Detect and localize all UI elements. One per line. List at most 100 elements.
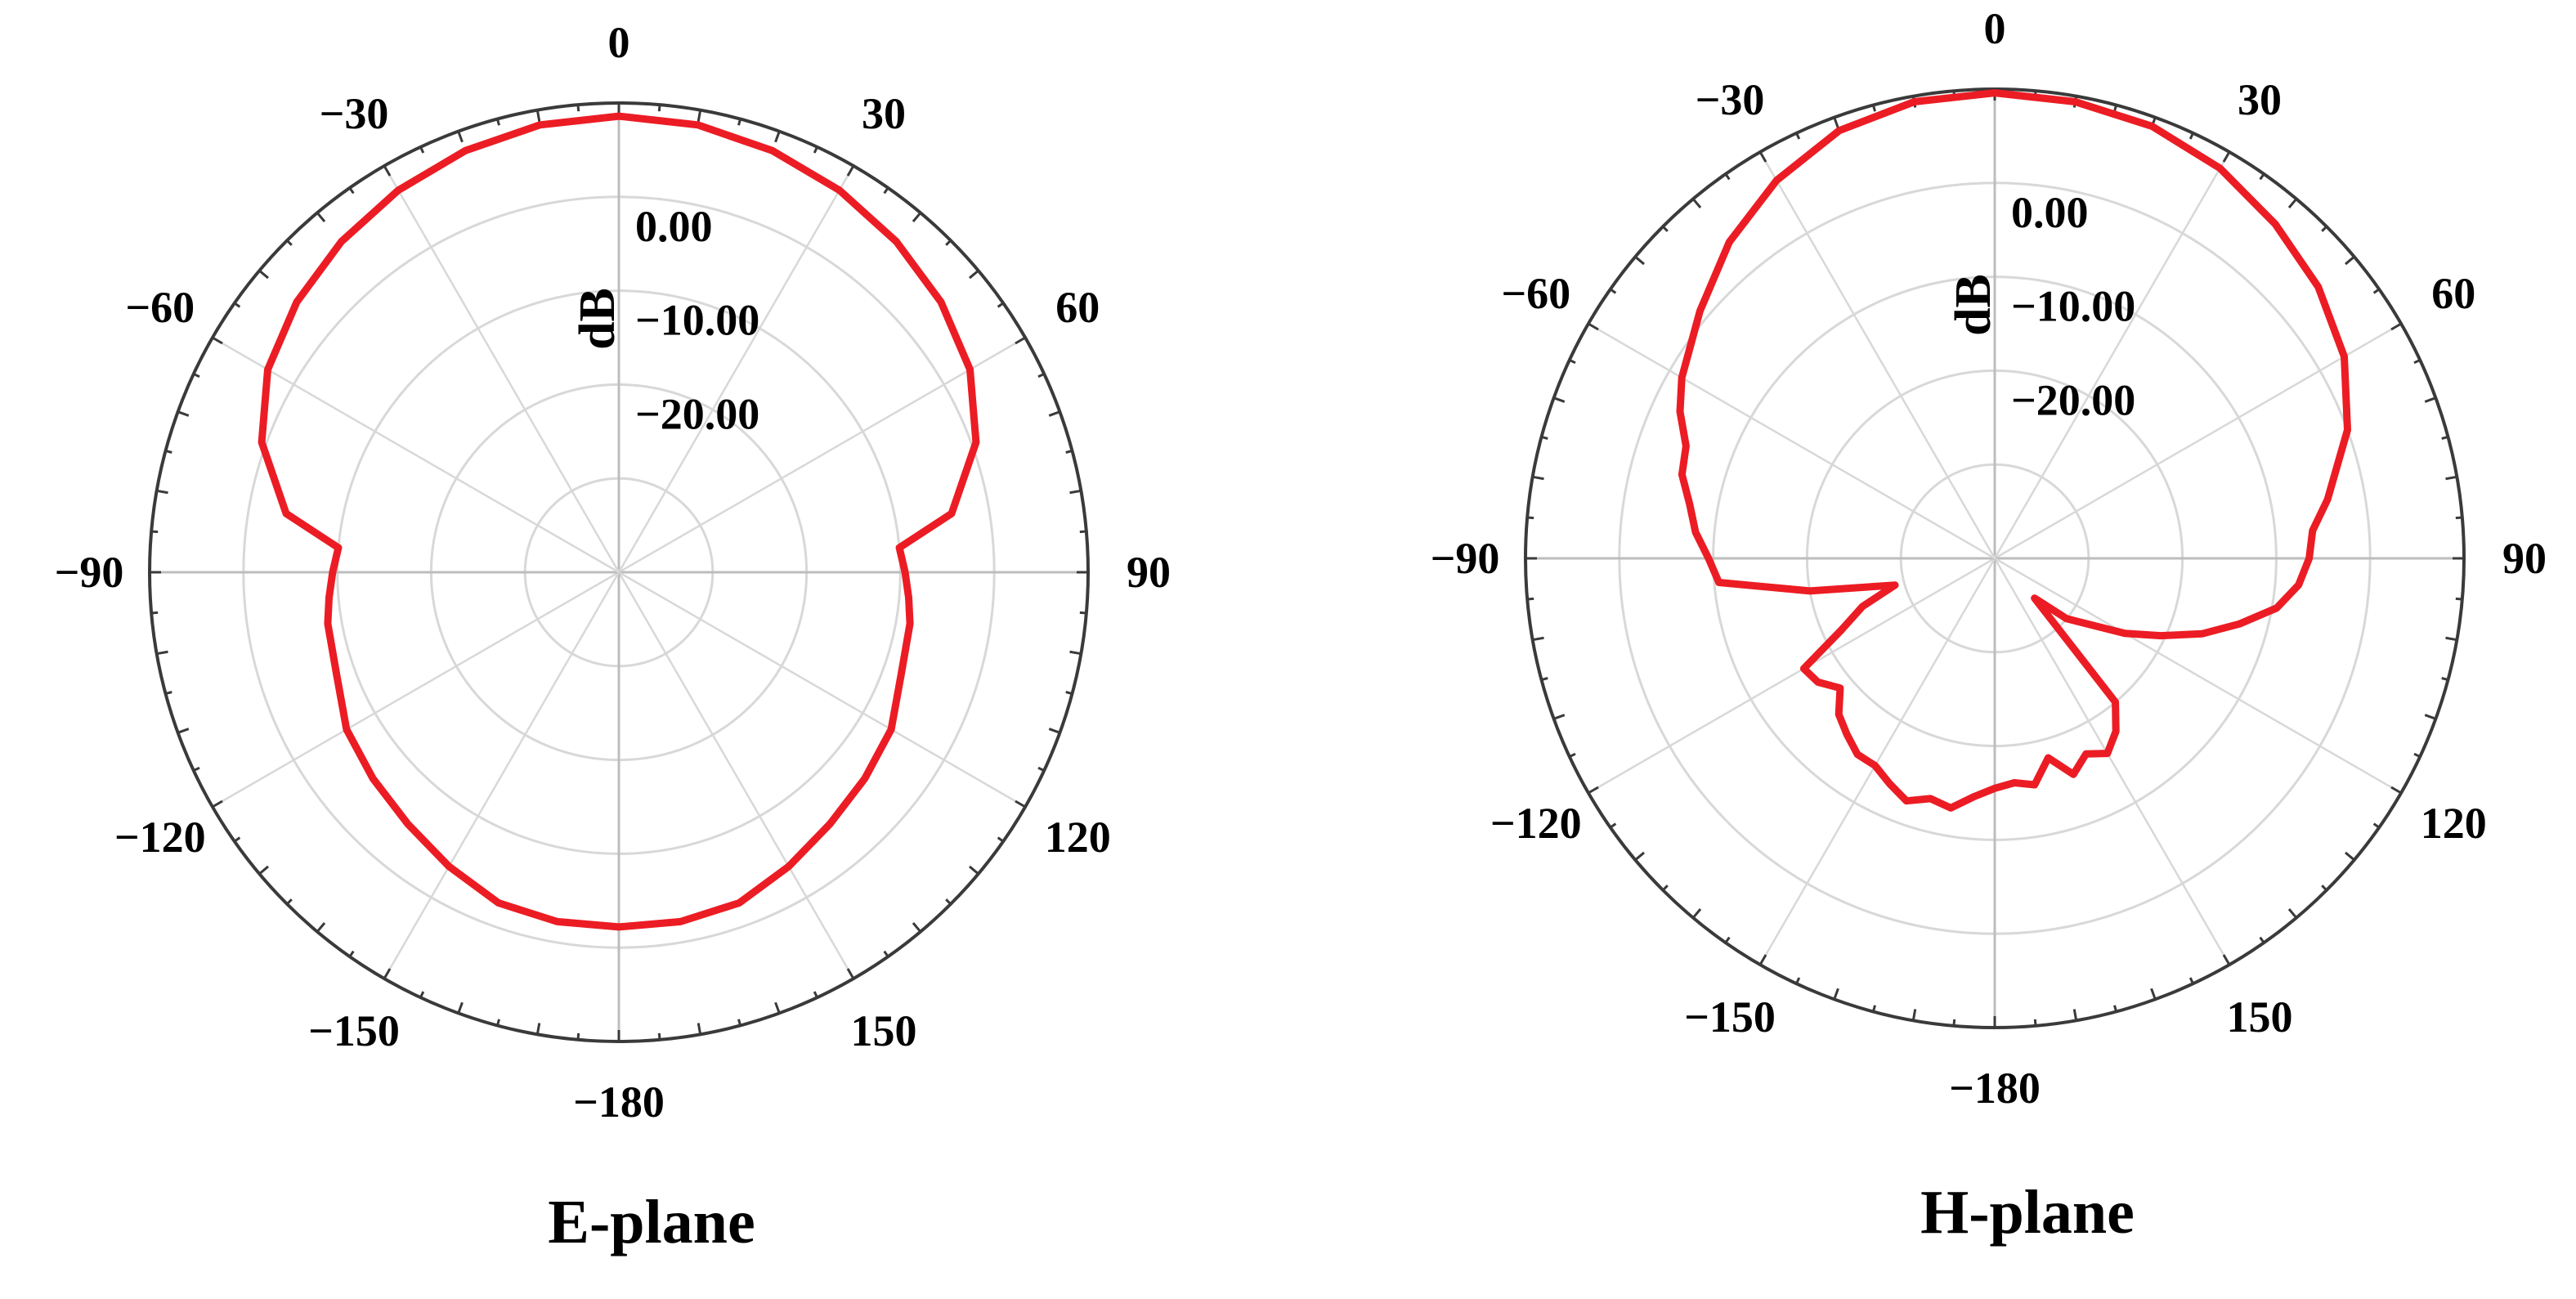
angle-tick-mark xyxy=(348,950,355,958)
angle-tick-mark xyxy=(2441,677,2448,682)
angle-tick-mark xyxy=(1795,977,1801,984)
angle-tick-mark xyxy=(2072,1009,2078,1021)
angle-tick-mark xyxy=(165,449,172,454)
grid-spoke xyxy=(1588,557,1996,795)
angle-tick-mark xyxy=(457,1001,464,1014)
angle-tick-mark xyxy=(316,212,326,222)
radiation-pattern-line xyxy=(1676,89,2351,812)
angle-tick-mark xyxy=(1015,336,1026,345)
angle-tick-mark xyxy=(286,898,293,905)
angle-tick-label-m150: −150 xyxy=(1684,992,1776,1041)
angle-tick-mark xyxy=(1079,611,1086,615)
angle-tick-mark xyxy=(193,766,200,772)
angle-tick-label-30: 30 xyxy=(862,89,906,138)
angle-tick-mark xyxy=(1037,766,1045,772)
angle-tick-mark xyxy=(212,336,223,345)
angle-tick-mark xyxy=(1952,1019,1956,1026)
angle-tick-mark xyxy=(697,110,702,122)
angle-tick-mark xyxy=(2445,636,2457,642)
angle-tick-label-m90: −90 xyxy=(55,548,124,597)
angle-tick-mark xyxy=(1833,117,1839,129)
grid-spoke xyxy=(383,571,620,979)
angle-tick-mark xyxy=(2345,255,2355,266)
angle-tick-mark xyxy=(657,1032,661,1040)
angle-tick-mark xyxy=(2424,714,2436,720)
h-plane-polar-chart: 0 30 60 90 120 150 −180 −150 −120 −90 −60 −30 0.00 −1… xyxy=(1431,4,2547,1247)
angle-tick-mark xyxy=(2113,1005,2118,1012)
angle-tick-mark xyxy=(2455,516,2462,520)
angle-tick-label-m120: −120 xyxy=(1490,799,1582,848)
angle-tick-mark xyxy=(657,105,661,112)
angle-tick-label-90: 90 xyxy=(2502,534,2547,583)
angle-tick-mark xyxy=(883,950,889,958)
angle-tick-mark xyxy=(1691,908,1702,919)
angle-tick-mark xyxy=(969,865,979,876)
angle-tick-mark xyxy=(576,1032,580,1040)
angle-tick-mark xyxy=(2188,977,2194,984)
angle-tick-mark xyxy=(2259,172,2265,181)
angle-tick-mark xyxy=(945,240,952,246)
angle-tick-mark xyxy=(912,212,922,222)
grid-spoke xyxy=(1993,558,2231,965)
angle-tick-mark xyxy=(1588,322,1599,331)
angle-tick-mark xyxy=(969,269,979,280)
radial-tick-label: −20.00 xyxy=(2011,375,2135,424)
angle-tick-mark xyxy=(846,165,855,177)
angle-tick-mark xyxy=(1724,172,1731,181)
angle-tick-mark xyxy=(495,1019,500,1026)
angle-tick-mark xyxy=(813,991,818,998)
angle-tick-mark xyxy=(697,1023,702,1035)
angle-tick-mark xyxy=(1758,954,1767,965)
angle-tick-mark xyxy=(737,1019,742,1026)
radial-tick-label: 0.00 xyxy=(2011,188,2089,237)
angle-tick-mark xyxy=(2287,198,2298,208)
angle-tick-mark xyxy=(1609,822,1617,829)
angle-tick-mark xyxy=(2113,105,2118,112)
grid-spoke xyxy=(1588,322,1996,560)
angle-tick-mark xyxy=(1069,489,1082,495)
panel-caption: H-plane xyxy=(1920,1178,2135,1247)
unit-label: dB xyxy=(1946,274,2001,336)
angle-tick-mark xyxy=(2390,322,2402,331)
angle-tick-mark xyxy=(1048,410,1060,417)
angle-tick-mark xyxy=(2372,288,2381,294)
angle-tick-mark xyxy=(535,1023,541,1035)
angle-tick-mark xyxy=(576,105,580,112)
angle-tick-mark xyxy=(1065,449,1073,454)
angle-tick-mark xyxy=(1015,800,1026,809)
angle-tick-mark xyxy=(1532,636,1544,642)
angle-tick-label-m60: −60 xyxy=(125,283,195,332)
grid-spoke xyxy=(383,165,620,573)
angle-tick-mark xyxy=(457,131,464,143)
angle-tick-mark xyxy=(258,865,269,876)
angle-tick-mark xyxy=(2345,851,2355,862)
angle-tick-mark xyxy=(1541,435,1548,440)
angle-tick-mark xyxy=(1833,988,1839,1000)
angle-tick-mark xyxy=(1634,851,1645,862)
angle-tick-mark xyxy=(997,302,1005,308)
angle-tick-mark xyxy=(258,269,269,280)
grid-spoke xyxy=(1994,322,2402,560)
angle-tick-mark xyxy=(2413,359,2421,365)
angle-tick-mark xyxy=(177,728,190,734)
angle-tick-label-120: 120 xyxy=(1045,813,1111,862)
angle-tick-label-m30: −30 xyxy=(1696,75,1765,124)
angle-tick-label-m180: −180 xyxy=(1949,1064,2041,1113)
angle-tick-label-m180: −180 xyxy=(573,1077,665,1127)
angle-tick-mark xyxy=(883,186,889,195)
angle-tick-mark xyxy=(2445,475,2457,481)
angle-tick-mark xyxy=(2390,786,2402,795)
angle-tick-mark xyxy=(2321,885,2327,891)
angle-tick-mark xyxy=(1569,752,1576,758)
angle-tick-label-m30: −30 xyxy=(320,89,389,138)
angle-tick-mark xyxy=(1553,714,1566,720)
e-plane-polar-chart: 0 30 60 90 120 150 −180 −150 −120 −90 −60 −30 0.00 −1… xyxy=(55,18,1171,1256)
angle-tick-label-m150: −150 xyxy=(308,1006,400,1055)
angle-tick-mark xyxy=(1069,650,1082,656)
angle-tick-label-0: 0 xyxy=(1984,4,2006,53)
radial-tick-label: −20.00 xyxy=(635,389,759,438)
angle-tick-mark xyxy=(1662,226,1669,232)
angle-tick-label-m90: −90 xyxy=(1431,534,1500,583)
angle-tick-mark xyxy=(2455,597,2462,601)
angle-tick-mark xyxy=(774,131,781,143)
